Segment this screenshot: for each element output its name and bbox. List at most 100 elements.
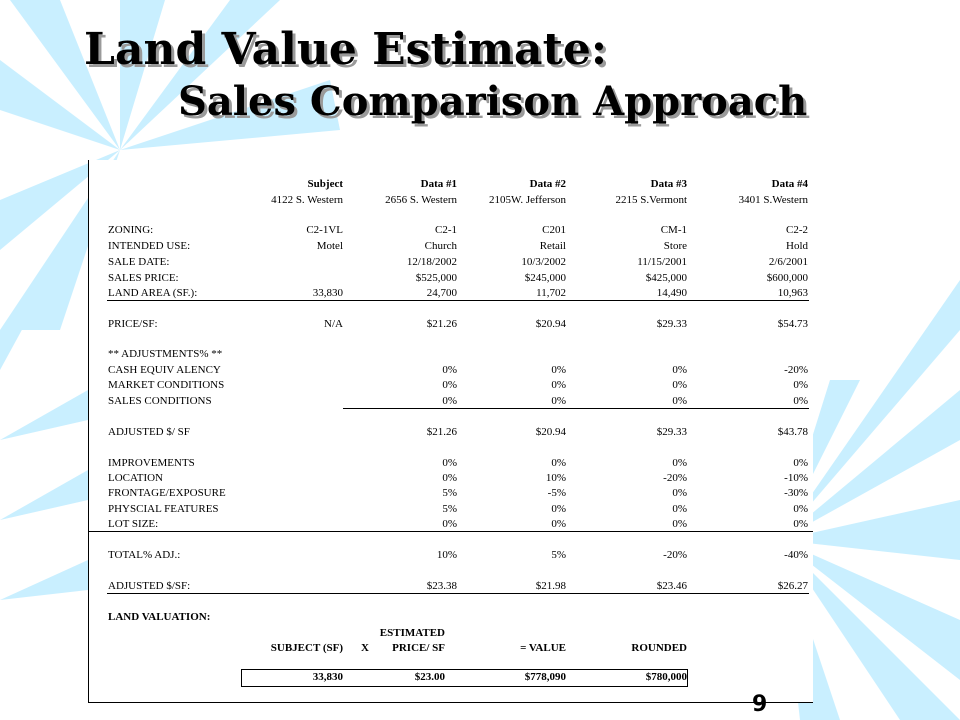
adjusted-sf-data1: $21.26 [426, 426, 457, 438]
location-data4: -10% [784, 472, 808, 484]
row-label-total-adj: TOTAL% ADJ.: [108, 549, 181, 561]
cash-equiv-data4: -20% [784, 364, 808, 376]
sales-price-data2: $245,000 [524, 272, 566, 284]
row-label-lot-size: LOT SIZE: [108, 518, 159, 530]
frontage-data3: 0% [672, 487, 687, 499]
sales-cond-data3: 0% [672, 395, 687, 407]
address-data2: 2105W. Jefferson [489, 194, 566, 206]
price-sf-label: PRICE/ SF [392, 642, 445, 654]
sale-date-data2: 10/3/2002 [521, 256, 566, 268]
price-sf-data1: $21.26 [426, 318, 457, 330]
adjusted-sf-final-data3: $23.46 [656, 580, 687, 592]
frontage-data2: -5% [547, 487, 566, 499]
total-adj-data4: -40% [784, 549, 808, 561]
lot-size-data3: 0% [672, 518, 687, 530]
intended-use-data1: Church [424, 240, 457, 252]
market-data2: 0% [551, 379, 566, 391]
physical-data1: 5% [442, 503, 457, 515]
row-label-price-sf: PRICE/SF: [108, 318, 158, 330]
header-subject: Subject [307, 178, 343, 190]
address-data4: 3401 S.Western [738, 194, 808, 206]
row-label-sale-date: SALE DATE: [108, 256, 170, 268]
address-subject: 4122 S. Western [271, 194, 343, 206]
adjusted-sf-data3: $29.33 [656, 426, 687, 438]
total-adj-data1: 10% [436, 549, 457, 561]
lot-size-data4: 0% [793, 518, 808, 530]
divider-line [343, 408, 809, 409]
adjusted-sf-data2: $20.94 [535, 426, 566, 438]
spreadsheet-table: Subject Data #1 Data #2 Data #3 Data #4 … [88, 160, 813, 703]
row-label-sales-conditions: SALES CONDITIONS [108, 395, 212, 407]
equals-value-label: = VALUE [520, 642, 566, 654]
valuation-result-box [241, 669, 688, 687]
address-data1: 2656 S. Western [385, 194, 457, 206]
row-label-intended-use: INTENDED USE: [108, 240, 191, 252]
physical-data4: 0% [793, 503, 808, 515]
frontage-data4: -30% [784, 487, 808, 499]
sale-date-data4: 2/6/2001 [768, 256, 808, 268]
zoning-data1: C2-1 [435, 224, 457, 236]
improvements-data4: 0% [793, 457, 808, 469]
result-rounded: $780,000 [645, 671, 687, 683]
improvements-data3: 0% [672, 457, 687, 469]
times-symbol: X [361, 642, 369, 654]
total-adj-data2: 5% [551, 549, 566, 561]
price-sf-subject: N/A [324, 318, 343, 330]
intended-use-subject: Motel [316, 240, 343, 252]
row-label-adjusted-sf-final: ADJUSTED $/SF: [108, 580, 191, 592]
adjusted-sf-final-data2: $21.98 [535, 580, 566, 592]
row-label-adjusted-sf: ADJUSTED $/ SF [108, 426, 190, 438]
sales-price-data4: $600,000 [766, 272, 808, 284]
adjusted-sf-final-data4: $26.27 [777, 580, 808, 592]
location-data1: 0% [442, 472, 457, 484]
header-data3: Data #3 [650, 178, 687, 190]
address-data3: 2215 S.Vermont [615, 194, 688, 206]
land-area-data3: 14,490 [656, 287, 687, 299]
header-data1: Data #1 [420, 178, 457, 190]
slide-number: 9 [752, 692, 768, 717]
sales-cond-data4: 0% [793, 395, 808, 407]
result-subject-sf: 33,830 [312, 671, 343, 683]
total-adj-data3: -20% [663, 549, 687, 561]
row-label-location: LOCATION [108, 472, 163, 484]
row-label-land-area: LAND AREA (SF.): [108, 287, 198, 299]
adjusted-sf-final-data1: $23.38 [426, 580, 457, 592]
row-label-market-conditions: MARKET CONDITIONS [108, 379, 225, 391]
sale-date-data1: 12/18/2002 [406, 256, 457, 268]
row-label-sales-price: SALES PRICE: [108, 272, 179, 284]
location-data2: 10% [545, 472, 566, 484]
divider-line [107, 593, 809, 594]
intended-use-data3: Store [663, 240, 687, 252]
divider-line [107, 300, 809, 301]
slide-title-line2: Sales Comparison Approach [178, 78, 808, 125]
market-data1: 0% [442, 379, 457, 391]
header-data2: Data #2 [529, 178, 566, 190]
rounded-label: ROUNDED [631, 642, 687, 654]
physical-data2: 0% [551, 503, 566, 515]
row-label-zoning: ZONING: [108, 224, 154, 236]
cash-equiv-data2: 0% [551, 364, 566, 376]
subject-sf-label: SUBJECT (SF) [270, 642, 343, 654]
intended-use-data4: Hold [786, 240, 808, 252]
divider-line [89, 531, 813, 532]
row-label-frontage: FRONTAGE/EXPOSURE [108, 487, 226, 499]
row-label-cash-equiv: CASH EQUIV ALENCY [108, 364, 221, 376]
sales-cond-data2: 0% [551, 395, 566, 407]
zoning-subject: C2-1VL [306, 224, 343, 236]
price-sf-data2: $20.94 [535, 318, 566, 330]
estimated-label: ESTIMATED [379, 627, 445, 639]
price-sf-data4: $54.73 [777, 318, 808, 330]
price-sf-data3: $29.33 [656, 318, 687, 330]
improvements-data2: 0% [551, 457, 566, 469]
market-data3: 0% [672, 379, 687, 391]
cash-equiv-data1: 0% [442, 364, 457, 376]
zoning-data3: CM-1 [660, 224, 687, 236]
adjustments-heading: ** ADJUSTMENTS% ** [108, 348, 223, 360]
land-area-data1: 24,700 [426, 287, 457, 299]
sales-price-data3: $425,000 [645, 272, 687, 284]
physical-data3: 0% [672, 503, 687, 515]
land-area-subject: 33,830 [312, 287, 343, 299]
frontage-data1: 5% [442, 487, 457, 499]
zoning-data4: C2-2 [786, 224, 808, 236]
lot-size-data1: 0% [442, 518, 457, 530]
